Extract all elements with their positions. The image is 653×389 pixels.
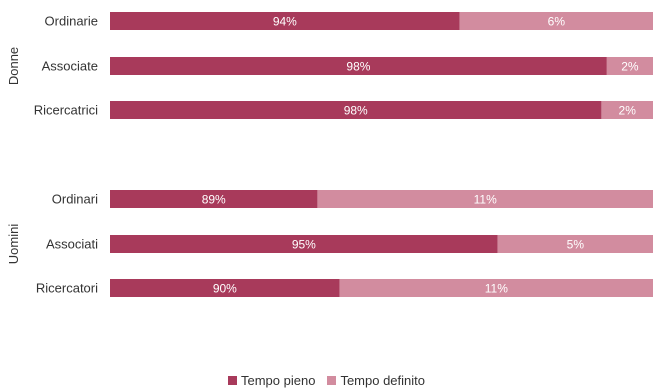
- bar-tempo-definito-ricercatori: [339, 279, 653, 297]
- legend-swatch-tempo-pieno: [227, 376, 237, 385]
- bar-label-tempo-pieno-associati: 95%: [292, 237, 316, 251]
- stacked-bar-chart: Donne Ordinarie 94% 6% Associate 98% 2% Ricerca…: [6, 12, 653, 297]
- bar-tempo-definito-ordinarie: [459, 12, 653, 30]
- bar-label-tempo-definito-ricercatori: 11%: [485, 281, 508, 295]
- category-label-ricercatori: Ricercatori: [36, 281, 98, 296]
- bar-tempo-pieno-ordinari: [110, 190, 318, 208]
- bar-label-tempo-pieno-ricercatrici: 98%: [344, 103, 368, 117]
- bar-label-tempo-definito-ricercatrici: 2%: [619, 103, 637, 117]
- legend-label-tempo-pieno: Tempo pieno: [240, 373, 316, 388]
- bar-label-tempo-pieno-ordinarie: 94%: [273, 14, 297, 28]
- bar-label-tempo-definito-ordinarie: 6%: [548, 14, 566, 28]
- legend-item-tempo-definito: Tempo definito: [327, 373, 425, 388]
- bar-tempo-pieno-ordinarie: [110, 12, 460, 30]
- category-label-ricercatrici: Ricercatrici: [34, 103, 98, 118]
- bar-tempo-definito-associate: [606, 57, 653, 75]
- category-label-associate: Associate: [42, 59, 98, 74]
- bar-label-tempo-definito-associati: 5%: [567, 237, 585, 251]
- bar-tempo-definito-ordinari: [317, 190, 653, 208]
- category-label-ordinarie: Ordinarie: [45, 14, 98, 29]
- bar-label-tempo-definito-associate: 2%: [621, 59, 639, 73]
- bar-label-tempo-definito-ordinari: 11%: [474, 192, 497, 206]
- category-label-ordinari: Ordinari: [52, 192, 98, 207]
- group-label-donne: Donne: [6, 47, 21, 85]
- bar-tempo-definito-associati: [497, 235, 653, 253]
- bar-tempo-pieno-associati: [110, 235, 498, 253]
- legend-swatch-tempo-definito: [327, 376, 337, 385]
- category-label-associati: Associati: [46, 237, 98, 252]
- bar-label-tempo-pieno-ricercatori: 90%: [213, 281, 237, 295]
- bar-tempo-definito-ricercatrici: [601, 101, 653, 119]
- bar-label-tempo-pieno-associate: 98%: [346, 59, 370, 73]
- legend: Tempo pieno Tempo definito: [0, 372, 653, 389]
- bar-label-tempo-pieno-ordinari: 89%: [202, 192, 226, 206]
- group-label-uomini: Uomini: [6, 224, 21, 265]
- legend-item-tempo-pieno: Tempo pieno: [227, 373, 316, 388]
- legend-label-tempo-definito: Tempo definito: [340, 373, 425, 388]
- bar-tempo-pieno-ricercatori: [110, 279, 340, 297]
- bar-tempo-pieno-associate: [110, 57, 607, 75]
- bar-tempo-pieno-ricercatrici: [110, 101, 602, 119]
